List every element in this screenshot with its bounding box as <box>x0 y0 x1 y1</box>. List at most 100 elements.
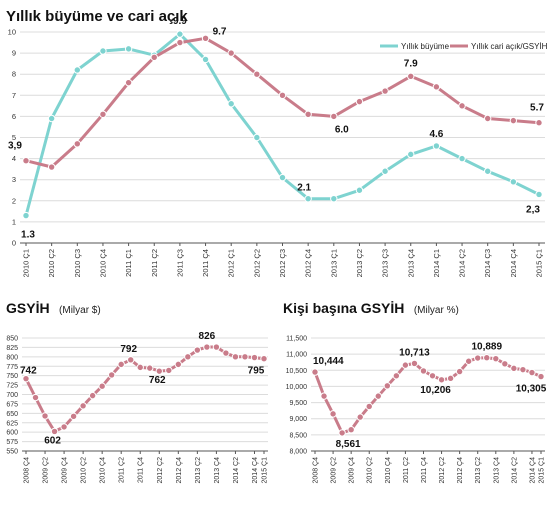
data-label: 1.3 <box>21 230 35 241</box>
y-tick-label: 6 <box>12 112 16 121</box>
x-tick-label: 2012 Ç2 <box>252 249 261 277</box>
data-point <box>79 402 87 410</box>
y-tick-label: 2 <box>12 196 16 205</box>
data-point <box>492 354 500 363</box>
data-point <box>227 100 235 108</box>
x-tick-label: 2014 Ç4 <box>529 457 536 484</box>
data-label: 6.0 <box>335 124 349 135</box>
data-label: 602 <box>44 435 61 446</box>
data-label: 742 <box>20 366 37 377</box>
data-point <box>253 70 261 78</box>
data-point <box>201 34 210 43</box>
data-point <box>383 382 392 390</box>
data-point <box>401 361 410 369</box>
data-point <box>304 194 312 203</box>
data-point <box>127 356 135 364</box>
x-tick-label: 2010 Ç2 <box>81 457 88 484</box>
data-label: 7.9 <box>404 58 418 69</box>
x-tick-label: 2014 Ç3 <box>483 249 492 277</box>
data-point <box>146 364 154 372</box>
data-point <box>483 354 491 362</box>
y-tick-label: 0 <box>12 239 16 248</box>
data-point <box>176 30 184 38</box>
y-tick-label: 9 <box>12 49 16 58</box>
data-label: 10,444 <box>313 356 344 367</box>
data-point <box>330 112 338 121</box>
data-point <box>432 83 441 91</box>
data-point <box>537 372 545 381</box>
chart3-heading: Kişi başına GSYİH (Milyar %) <box>283 300 459 317</box>
data-point <box>278 91 287 100</box>
y-tick-label: 7 <box>12 91 16 100</box>
x-tick-label: 2012 Ç4 <box>176 457 183 484</box>
x-tick-label: 2013 Ç4 <box>214 457 221 484</box>
data-point <box>155 367 163 375</box>
y-tick-label: 11,500 <box>286 336 307 343</box>
y-tick-label: 4 <box>12 154 16 163</box>
data-point <box>22 374 30 383</box>
data-point <box>432 142 441 150</box>
data-label: 10,889 <box>471 342 502 353</box>
y-tick-label: 8,000 <box>289 449 307 456</box>
data-point <box>407 150 415 159</box>
data-point <box>124 45 133 53</box>
data-point <box>193 346 202 354</box>
data-point <box>47 114 56 123</box>
x-tick-label: 2012 Ç2 <box>157 457 164 484</box>
x-tick-label: 2014 Ç2 <box>458 249 467 277</box>
data-label: 3,9 <box>8 141 22 152</box>
x-tick-label: 2014 Ç2 <box>511 457 518 484</box>
x-tick-label: 2012 Ç2 <box>439 457 446 484</box>
data-label: 10,206 <box>420 385 451 396</box>
series-line-0 <box>24 345 266 433</box>
data-point <box>69 412 78 421</box>
data-point <box>320 392 328 400</box>
data-point <box>484 167 492 175</box>
legend-label-current-account: Yıllık cari açık/GSYİH (%) <box>471 42 550 51</box>
data-label: 10,713 <box>399 347 430 358</box>
y-tick-label: 10,500 <box>286 368 308 375</box>
x-tick-label: 2011 Ç3 <box>175 249 184 277</box>
y-tick-label: 3 <box>12 175 16 184</box>
x-tick-label: 2012 Ç3 <box>278 249 287 277</box>
data-point <box>528 368 536 377</box>
data-label: 2,3 <box>526 204 540 215</box>
x-tick-label: 2012 Ç4 <box>304 249 313 277</box>
y-tick-label: 10,000 <box>286 384 308 391</box>
x-tick-label: 2011 Ç2 <box>119 457 126 483</box>
y-tick-label: 750 <box>6 373 18 380</box>
x-tick-label: 2015 Ç1 <box>262 457 269 484</box>
data-point <box>88 391 97 400</box>
chart2-title: GSYİH <box>6 300 50 316</box>
data-point <box>355 97 364 106</box>
x-tick-label: 2010 Ç4 <box>98 249 107 277</box>
y-tick-label: 850 <box>6 336 18 343</box>
x-tick-label: 2008 Ç4 <box>313 457 320 484</box>
series-line-0 <box>24 32 541 218</box>
data-label: 4.6 <box>429 129 443 140</box>
y-tick-label: 625 <box>6 420 18 427</box>
x-tick-label: 2010 Ç4 <box>385 457 392 484</box>
data-point <box>392 372 401 380</box>
data-point <box>201 55 210 64</box>
data-point <box>365 402 373 411</box>
x-tick-label: 2009 Ç2 <box>43 457 50 484</box>
data-label: 826 <box>199 331 216 342</box>
y-tick-label: 5 <box>12 133 16 142</box>
x-tick-label: 2014 Ç4 <box>509 249 518 277</box>
x-tick-label: 2010 Ç2 <box>367 457 374 484</box>
x-tick-label: 2008 Ç4 <box>24 457 31 484</box>
data-point <box>241 353 249 361</box>
data-point <box>227 49 235 57</box>
data-point <box>174 360 183 369</box>
x-tick-label: 2009 Ç2 <box>331 457 338 484</box>
x-tick-label: 2013 Ç2 <box>195 457 202 484</box>
data-point <box>355 186 364 194</box>
data-point <box>374 392 382 400</box>
data-point <box>437 376 446 384</box>
data-point <box>50 427 59 436</box>
data-point <box>428 372 437 380</box>
data-point <box>535 119 543 127</box>
data-label: 10,305 <box>516 384 547 395</box>
data-point <box>419 367 428 375</box>
